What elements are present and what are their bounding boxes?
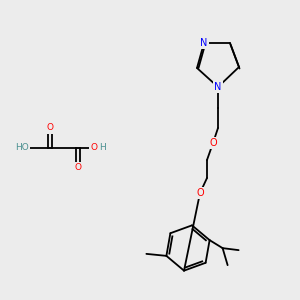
Text: O: O xyxy=(74,164,82,172)
Text: O: O xyxy=(209,138,217,148)
Text: HO: HO xyxy=(15,143,29,152)
Text: N: N xyxy=(200,38,208,48)
Text: O: O xyxy=(91,143,98,152)
Text: O: O xyxy=(196,188,204,198)
Text: N: N xyxy=(214,82,222,92)
Text: O: O xyxy=(46,124,53,133)
Text: H: H xyxy=(99,143,105,152)
